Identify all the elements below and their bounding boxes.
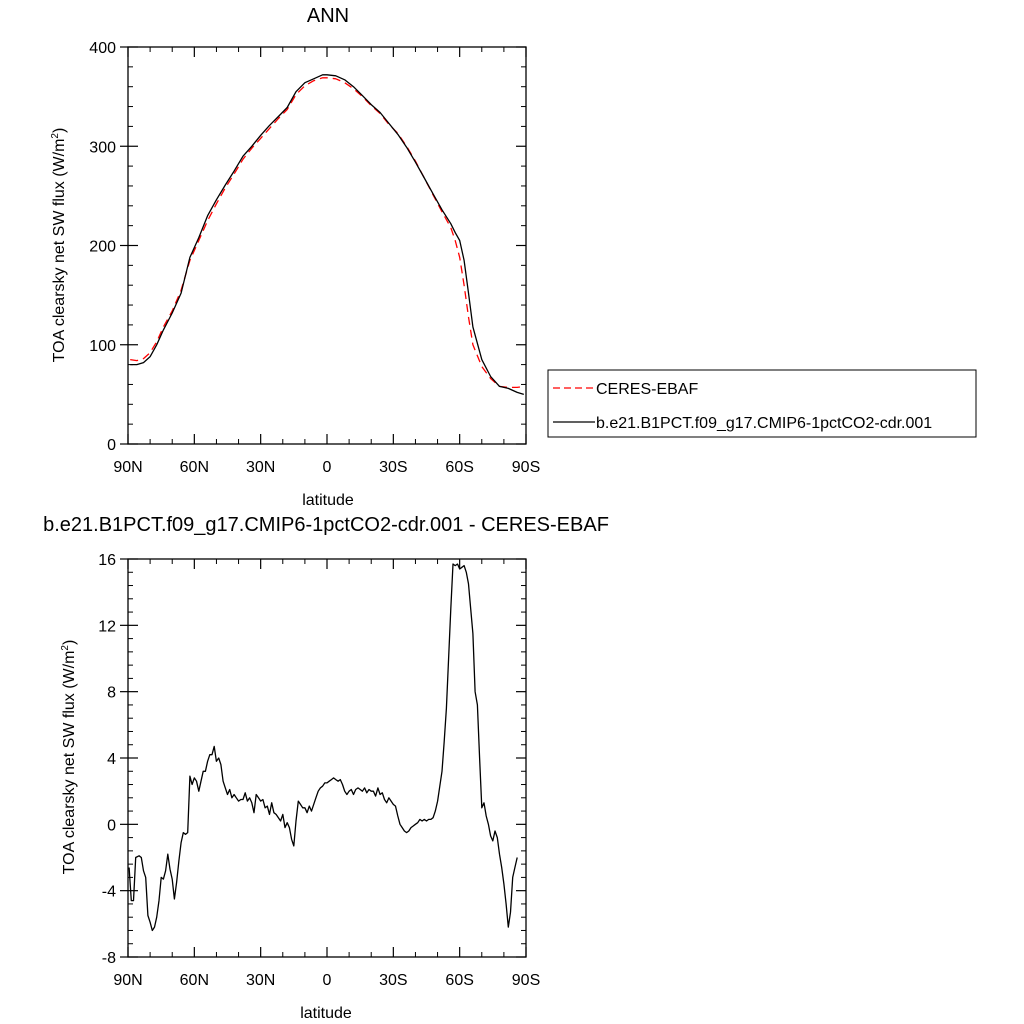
top-x-tick-label: 60N — [180, 459, 209, 476]
bottom-x-tick-labels: 90N 60N 30N 0 30S 60S 90S — [113, 972, 540, 989]
top-x-tick-labels: 90N 60N 30N 0 30S 60S 90S — [113, 459, 540, 476]
top-y-tick-labels: 0 100 200 300 400 — [89, 40, 116, 454]
top-y-axis-label-end: ) — [51, 128, 68, 133]
top-plot-frame — [127, 46, 527, 445]
top-axis-ticks — [120, 46, 527, 445]
bottom-axis-ticks — [120, 558, 527, 958]
bottom-x-tick-label: 90N — [113, 972, 142, 989]
top-x-tick-label: 90S — [512, 459, 540, 476]
top-x-tick-label: 30S — [379, 459, 407, 476]
top-chart-title: ANN — [307, 5, 349, 27]
bottom-x-tick-label: 60S — [445, 972, 473, 989]
legend-label-ceres: CERES-EBAF — [596, 381, 698, 398]
top-y-tick-label: 200 — [89, 239, 116, 256]
top-y-tick-label: 300 — [89, 139, 116, 156]
top-y-axis-label-main: TOA clearsky net SW flux (W/m — [51, 139, 68, 363]
top-y-tick-label: 100 — [89, 338, 116, 355]
difference-panel: b.e21.B1PCT.f09_g17.CMIP6-1pctCO2-cdr.00… — [43, 514, 609, 1022]
bottom-x-tick-label: 30S — [379, 972, 407, 989]
bottom-y-tick-label: -4 — [102, 884, 116, 901]
bottom-series-line-0 — [128, 563, 518, 932]
bottom-x-tick-label: 90S — [512, 972, 540, 989]
bottom-y-tick-labels: -8 -4 0 4 8 12 16 — [98, 552, 116, 967]
legend: CERES-EBAF b.e21.B1PCT.f09_g17.CMIP6-1pc… — [547, 369, 977, 438]
top-series-line-0 — [130, 77, 524, 389]
top-y-tick-label: 400 — [89, 40, 116, 57]
bottom-y-tick-label: 12 — [98, 618, 116, 635]
top-x-tick-label: 30N — [246, 459, 275, 476]
bottom-x-tick-label: 30N — [246, 972, 275, 989]
bottom-y-axis-label-main: TOA clearsky net SW flux (W/m — [61, 651, 78, 875]
bottom-series-lines — [128, 563, 518, 932]
bottom-y-tick-label: 8 — [107, 685, 116, 702]
bottom-x-tick-label: 0 — [323, 972, 332, 989]
bottom-y-axis-label: TOA clearsky net SW flux (W/m2) — [60, 640, 78, 875]
top-y-axis-label-exponent: 2 — [50, 133, 61, 139]
bottom-x-axis-label: latitude — [300, 1005, 352, 1022]
legend-label-model: b.e21.B1PCT.f09_g17.CMIP6-1pctCO2-cdr.00… — [596, 415, 932, 432]
bottom-y-tick-label: 16 — [98, 552, 116, 569]
bottom-y-tick-label: 4 — [107, 751, 116, 768]
bottom-chart-title: b.e21.B1PCT.f09_g17.CMIP6-1pctCO2-cdr.00… — [43, 514, 609, 536]
bottom-plot-frame — [127, 558, 527, 958]
top-x-tick-label: 90N — [113, 459, 142, 476]
bottom-y-axis-label-exponent: 2 — [60, 645, 71, 651]
annual-mean-panel: ANN 0 100 200 300 400 90N 60N 30N 0 30S 60S 90S la… — [50, 5, 540, 509]
top-x-tick-label: 60S — [445, 459, 473, 476]
top-series-line-1 — [130, 74, 524, 396]
top-y-axis-label: TOA clearsky net SW flux (W/m2) — [50, 128, 68, 363]
top-series-lines — [130, 74, 524, 396]
top-x-axis-label: latitude — [302, 492, 354, 509]
legend-box — [547, 369, 977, 438]
top-x-tick-label: 0 — [323, 459, 332, 476]
top-y-tick-label: 0 — [107, 437, 116, 454]
bottom-x-tick-label: 60N — [180, 972, 209, 989]
bottom-y-axis-label-end: ) — [61, 640, 78, 645]
bottom-y-tick-label: -8 — [102, 950, 116, 967]
bottom-y-tick-label: 0 — [107, 817, 116, 834]
